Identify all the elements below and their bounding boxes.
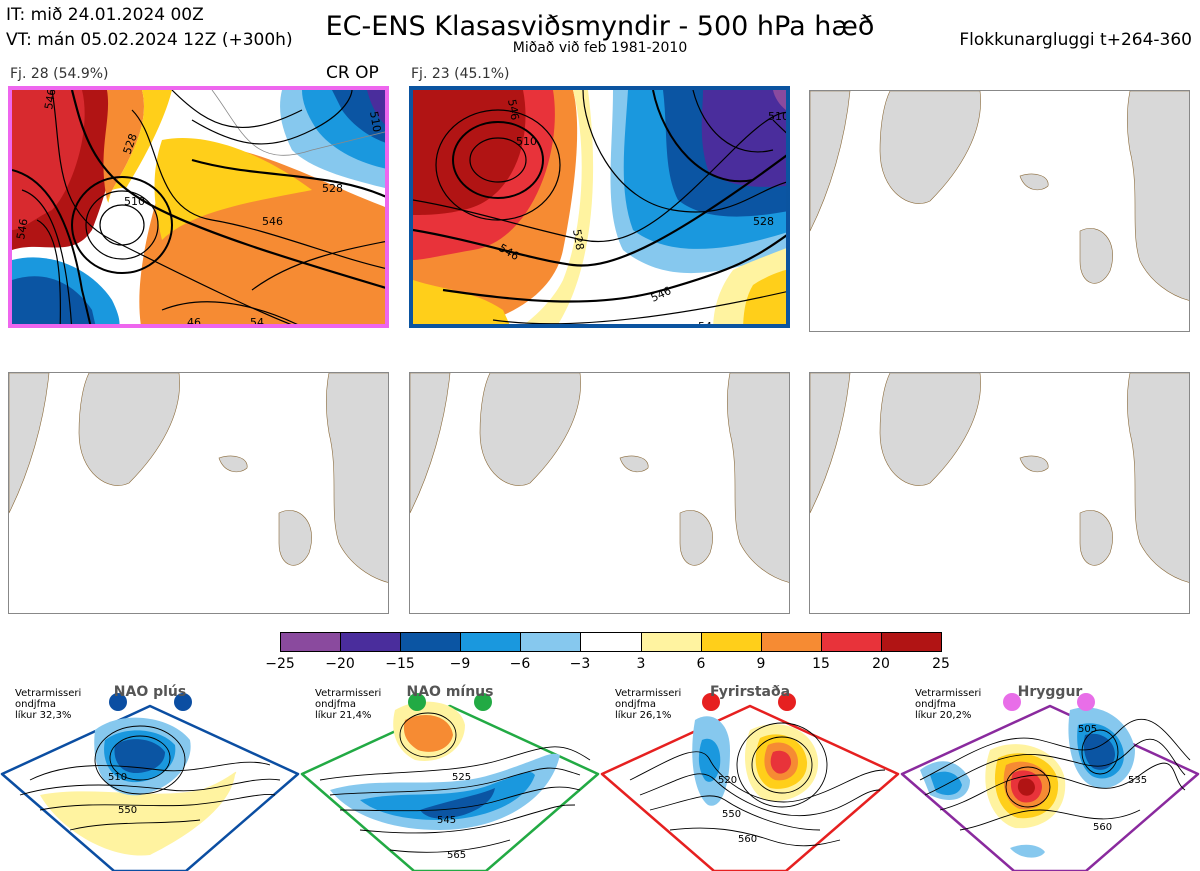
colorbar-tick: −20 bbox=[325, 656, 355, 672]
cluster-2-map[interactable]: 510 546 528 546 528 546 510 54 bbox=[409, 86, 790, 328]
colorbar-swatch-5 bbox=[581, 633, 642, 651]
cluster-1-contour-label-6: 546 bbox=[14, 218, 30, 241]
anomaly-colorbar bbox=[280, 632, 942, 652]
cluster-1-contour-label-2: 510 bbox=[124, 195, 145, 208]
regime-months: ondjfma bbox=[615, 699, 656, 710]
regime-name: NAO mínus bbox=[406, 684, 494, 700]
cluster-6-map-empty bbox=[809, 372, 1190, 614]
colorbar-tick: 20 bbox=[872, 656, 890, 672]
regime-3-contour-label-2: 560 bbox=[738, 834, 757, 845]
regime-months: ondjfma bbox=[15, 699, 56, 710]
regime-season: Vetrarmisseri bbox=[615, 688, 682, 699]
regime-4-contour-label-0: 505 bbox=[1078, 724, 1097, 735]
cluster-2-label: Fj. 23 (45.1%) bbox=[411, 66, 510, 82]
regime-info: Vetrarmisseri ondjfma líkur 32,3% bbox=[15, 688, 81, 721]
cluster-2-contour-label-0: 510 bbox=[516, 135, 537, 148]
colorbar-swatch-4 bbox=[521, 633, 582, 651]
regime-probability: líkur 26,1% bbox=[615, 710, 672, 721]
colorbar-tick: −9 bbox=[449, 656, 471, 672]
regime-season: Vetrarmisseri bbox=[315, 688, 382, 699]
cluster-3-map-empty bbox=[809, 90, 1190, 332]
colorbar-swatch-8 bbox=[761, 633, 822, 651]
cluster-1-map[interactable]: 528 510 546 528 54 46 546 510 546 bbox=[8, 86, 389, 328]
regime-probability: líkur 20,2% bbox=[915, 710, 972, 721]
regime-info: Vetrarmisseri ondjfma líkur 20,2% bbox=[915, 688, 981, 721]
colorbar-tick: 3 bbox=[636, 656, 646, 672]
regime-nao-plus[interactable]: 510 550 NAO plús Vetrarmisseri ondjfma l… bbox=[0, 680, 300, 871]
regime-1-contour-label-1: 550 bbox=[118, 805, 137, 816]
regime-2-contour-label-1: 545 bbox=[437, 815, 456, 826]
regime-name: NAO plús bbox=[113, 684, 187, 700]
regime-season: Vetrarmisseri bbox=[915, 688, 982, 699]
page-subtitle: Miðað við feb 1981-2010 bbox=[512, 40, 688, 56]
cluster-1-contour-label-0: 546 bbox=[42, 90, 58, 111]
colorbar-swatch-2 bbox=[401, 633, 462, 651]
regime-name: Fyrirstaða bbox=[709, 684, 791, 700]
colorbar-tick: −6 bbox=[509, 656, 531, 672]
cluster-2-contour-label-7: 54 bbox=[698, 320, 712, 328]
colorbar-swatch-1 bbox=[341, 633, 402, 651]
clustering-window: Flokkunargluggi t+264-360 bbox=[959, 30, 1192, 50]
regime-1-contour-label-0: 510 bbox=[108, 772, 127, 783]
colorbar-swatch-10 bbox=[881, 633, 942, 651]
cluster-1-tag: CR OP bbox=[326, 63, 379, 83]
colorbar-tick: 6 bbox=[696, 656, 706, 672]
regime-season: Vetrarmisseri bbox=[15, 688, 82, 699]
cluster-1-contour-label-3: 546 bbox=[262, 215, 283, 228]
regime-months: ondjfma bbox=[915, 699, 956, 710]
regime-2-contour-label-2: 565 bbox=[447, 850, 466, 861]
regime-blocking[interactable]: 520 550 560 Fyrirstaða Vetrarmisseri ond… bbox=[600, 680, 900, 871]
colorbar-tick: −25 bbox=[265, 656, 295, 672]
cluster-2-contour-label-6: 510 bbox=[768, 110, 789, 123]
regime-4-contour-label-1: 535 bbox=[1128, 775, 1147, 786]
regime-3-contour-label-1: 550 bbox=[722, 809, 741, 820]
regime-2-contour-label-0: 525 bbox=[452, 772, 471, 783]
page-title: EC-ENS Klasasviðsmyndir - 500 hPa hæð bbox=[325, 11, 875, 42]
regime-info: Vetrarmisseri ondjfma líkur 21,4% bbox=[315, 688, 381, 721]
initial-time: IT: mið 24.01.2024 00Z bbox=[6, 5, 204, 25]
regime-probability: líkur 21,4% bbox=[315, 710, 372, 721]
regime-probability: líkur 32,3% bbox=[15, 710, 72, 721]
cluster-2-contour-label-5: 546 bbox=[505, 98, 521, 121]
regime-months: ondjfma bbox=[315, 699, 356, 710]
colorbar-tick: 25 bbox=[932, 656, 950, 672]
cluster-1-contour-label-7: 54 bbox=[250, 316, 264, 328]
colorbar-tick: 15 bbox=[812, 656, 830, 672]
colorbar-swatch-6 bbox=[641, 633, 702, 651]
regime-4-contour-label-2: 560 bbox=[1093, 822, 1112, 833]
valid-time: VT: mán 05.02.2024 12Z (+300h) bbox=[6, 30, 293, 50]
colorbar-tick: 9 bbox=[756, 656, 766, 672]
cluster-1-contour-label-4: 528 bbox=[322, 182, 343, 195]
regime-info: Vetrarmisseri ondjfma líkur 26,1% bbox=[615, 688, 681, 721]
colorbar-swatch-0 bbox=[281, 633, 342, 651]
colorbar-swatch-3 bbox=[461, 633, 522, 651]
cluster-1-contour-label-5: 510 bbox=[367, 110, 383, 133]
colorbar-swatch-7 bbox=[701, 633, 762, 651]
colorbar-swatch-9 bbox=[821, 633, 882, 651]
regime-3-contour-label-0: 520 bbox=[718, 775, 737, 786]
cluster-5-map-empty bbox=[409, 372, 790, 614]
cluster-2-contour-label-4: 528 bbox=[753, 215, 774, 228]
cluster-2-contour-label-2: 528 bbox=[570, 228, 586, 251]
colorbar-tick: −15 bbox=[385, 656, 415, 672]
regime-ridge[interactable]: 505 535 560 Hryggur Vetrarmisseri ondjfm… bbox=[900, 680, 1200, 871]
cluster-1-label: Fj. 28 (54.9%) bbox=[10, 66, 109, 82]
colorbar-tick: −3 bbox=[569, 656, 591, 672]
cluster-1-contour-label-8: 46 bbox=[187, 316, 201, 328]
regime-nao-minus[interactable]: 525 545 565 NAO mínus Vetrarmisseri ondj… bbox=[300, 680, 600, 871]
regime-name: Hryggur bbox=[1017, 684, 1083, 700]
cluster-4-map-empty bbox=[8, 372, 389, 614]
